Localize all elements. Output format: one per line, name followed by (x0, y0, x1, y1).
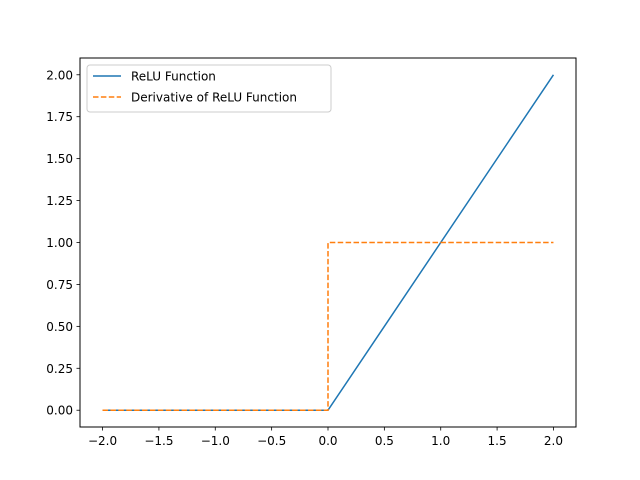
legend-label-relu: ReLU Function (131, 70, 216, 84)
y-tick-label: 1.75 (46, 110, 73, 124)
y-tick-label: 1.25 (46, 194, 73, 208)
series-layer (102, 74, 555, 411)
x-tick-label: −1.5 (144, 434, 173, 448)
x-tick-label: 0.0 (318, 434, 337, 448)
y-tick-label: 1.50 (46, 152, 73, 166)
legend-label-derivative: Derivative of ReLU Function (131, 91, 297, 105)
x-tick-label: 2.0 (544, 434, 563, 448)
x-tick-label: 1.0 (431, 434, 450, 448)
y-tick-label: 0.50 (46, 320, 73, 334)
series-line-derivative (102, 241, 554, 411)
x-tick-label: 0.5 (375, 434, 394, 448)
y-axis-ticks: 0.00 0.25 0.50 0.75 1.00 1.25 1.50 1.75 2.00 (46, 68, 80, 418)
legend: ReLU Function Derivative of ReLU Functio… (86, 64, 332, 113)
y-tick-label: 0.75 (46, 278, 73, 292)
x-tick-label: 1.5 (488, 434, 507, 448)
x-tick-label: −1.0 (201, 434, 230, 448)
x-tick-label: −0.5 (257, 434, 286, 448)
x-tick-label: −2.0 (88, 434, 117, 448)
legend-box (86, 64, 332, 113)
y-tick-label: 0.25 (46, 362, 73, 376)
y-tick-label: 0.00 (46, 404, 73, 418)
y-tick-label: 1.00 (46, 236, 73, 250)
y-tick-label: 2.00 (46, 68, 73, 82)
x-axis-ticks: −2.0 −1.5 −1.0 −0.5 0.0 0.5 1.0 1.5 2.0 (88, 427, 563, 448)
